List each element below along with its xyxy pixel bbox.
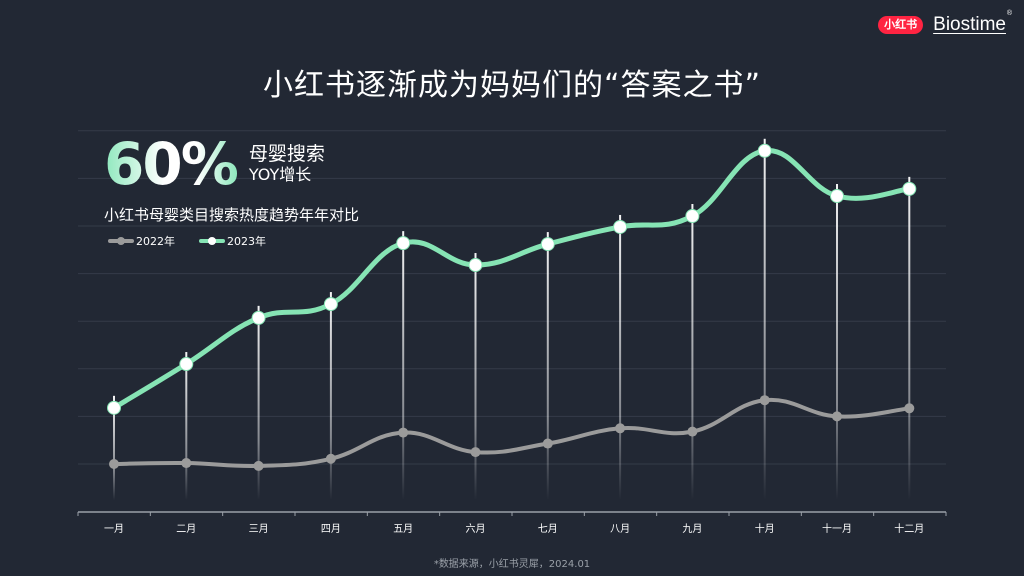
kpi-labels: 母婴搜索 YOY增长 — [249, 143, 325, 185]
x-axis-label: 六月 — [465, 524, 486, 535]
series-2022-markers — [109, 395, 915, 471]
legend-item-2023: 2023年 — [199, 233, 266, 249]
logo-group: 小红书 Biostime ® — [878, 10, 1012, 36]
x-axis — [77, 511, 947, 516]
data-source-note: *数据来源，小红书灵犀，2024.01 — [433, 559, 591, 570]
x-axis-labels: 一月 二月 三月 四月 五月 六月 七月 八月 九月 十月 十一月 十二月 — [0, 520, 1024, 536]
legend-item-2022: 2022年 — [108, 233, 175, 249]
kpi-value: 60% — [104, 130, 239, 198]
x-axis-label: 十二月 — [894, 524, 925, 535]
biostime-logo: Biostime ® — [933, 10, 1012, 36]
kpi-block: 60% 母婴搜索 YOY增长 — [104, 132, 325, 196]
x-axis-label: 四月 — [320, 524, 341, 535]
chart-legend: 2022年 2023年 — [108, 233, 266, 249]
kpi-label-yoy: YOY增长 — [248, 165, 312, 184]
kpi-label-category: 母婴搜索 — [248, 143, 325, 165]
legend-swatch-2023-icon — [199, 237, 225, 245]
registered-mark: ® — [1006, 10, 1012, 17]
series-2022-line — [112, 397, 912, 469]
x-axis-label: 二月 — [176, 524, 197, 535]
x-axis-label: 九月 — [682, 524, 703, 535]
x-axis-label: 五月 — [393, 524, 414, 535]
x-axis-label: 十一月 — [822, 524, 852, 535]
series-2023-markers — [107, 143, 917, 415]
x-axis-label: 七月 — [537, 524, 558, 535]
legend-label-2023: 2023年 — [227, 235, 266, 248]
legend-swatch-2022-icon — [108, 237, 134, 245]
x-axis-label: 一月 — [104, 524, 124, 535]
biostime-logo-text: Biostime — [933, 14, 1006, 35]
legend-label-2022: 2022年 — [136, 235, 175, 248]
x-axis-label: 三月 — [248, 524, 269, 535]
drop-lines — [113, 138, 911, 501]
series-2023-line — [111, 148, 912, 411]
xiaohongshu-logo: 小红书 — [878, 16, 924, 34]
chart-subtitle: 小红书母婴类目搜索热度趋势年年对比 — [104, 206, 360, 224]
x-axis-label: 十月 — [754, 524, 775, 535]
x-axis-label: 八月 — [610, 524, 631, 535]
page-title: 小红书逐渐成为妈妈们的“答案之书” — [262, 68, 762, 103]
